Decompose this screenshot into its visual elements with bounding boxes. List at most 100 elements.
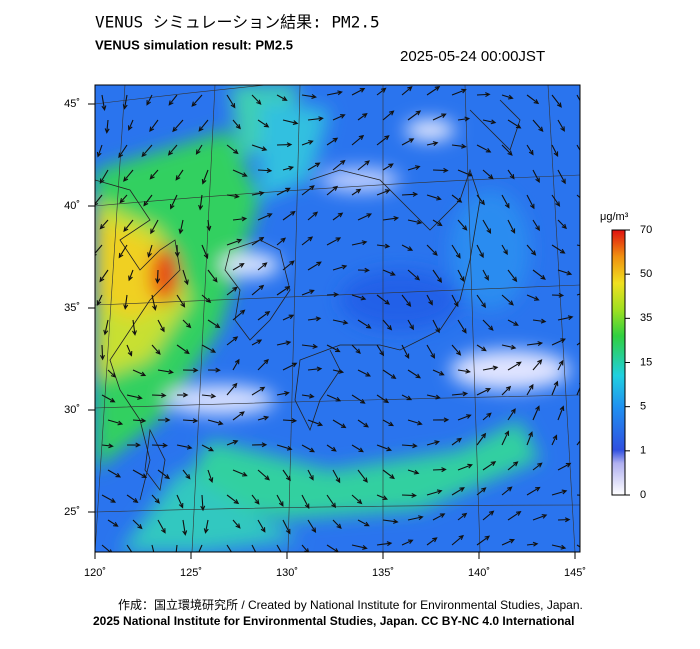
wind-arrow xyxy=(151,442,168,448)
wind-arrow xyxy=(401,191,419,197)
wind-arrow xyxy=(301,444,316,453)
wind-arrow xyxy=(376,294,390,305)
wind-arrow xyxy=(351,294,367,301)
wind-arrow xyxy=(576,544,580,548)
wind-arrow xyxy=(307,162,321,171)
wind-arrow xyxy=(457,512,468,521)
lat-label: 45˚ xyxy=(64,98,80,110)
wind-arrow xyxy=(101,443,114,449)
wind-arrow xyxy=(357,267,370,273)
wind-arrow xyxy=(178,219,184,235)
wind-arrow xyxy=(357,519,370,527)
wind-arrow xyxy=(583,520,595,524)
wind-arrow xyxy=(195,144,203,155)
wind-arrow xyxy=(476,144,492,153)
colorbar-unit: μg/m³ xyxy=(600,211,629,223)
wind-arrow xyxy=(532,405,540,421)
wind-arrow xyxy=(182,367,199,373)
wind-arrow xyxy=(151,392,167,398)
wind-arrow xyxy=(326,292,340,298)
wind-arrow xyxy=(301,494,310,510)
wind-arrow xyxy=(198,119,209,132)
wind-arrow xyxy=(101,544,113,552)
wind-arrow xyxy=(196,544,203,552)
wind-arrow xyxy=(176,444,193,450)
wind-arrow xyxy=(151,494,160,504)
wind-arrow xyxy=(551,338,566,346)
wind-arrow xyxy=(476,92,491,98)
map xyxy=(95,85,596,552)
wind-arrow xyxy=(107,419,124,426)
wind-arrow xyxy=(482,461,497,471)
wind-arrow xyxy=(251,284,265,296)
lat-labels: 45˚ 40˚ 35˚ 30˚ 25˚ xyxy=(64,98,95,518)
wind-arrow xyxy=(557,219,567,230)
wind-arrow xyxy=(457,414,472,421)
wind-arrow xyxy=(201,169,209,185)
wind-arrow xyxy=(576,144,580,152)
wind-arrow xyxy=(307,366,323,372)
wind-arrow xyxy=(251,236,265,246)
wind-arrow xyxy=(583,268,594,272)
wind-arrow xyxy=(101,394,116,403)
wind-arrow xyxy=(426,344,436,359)
wind-arrow xyxy=(99,169,109,184)
wind-arrow xyxy=(382,269,396,276)
wind-arrow xyxy=(451,294,459,308)
wind-arrow xyxy=(257,415,270,421)
wind-arrow xyxy=(282,519,291,535)
wind-arrow xyxy=(251,494,260,505)
wind-arrow xyxy=(257,310,271,321)
wind-arrow xyxy=(175,544,178,552)
wind-arrow xyxy=(532,219,540,232)
wind-arrow xyxy=(583,220,596,227)
wind-arrow xyxy=(232,309,246,321)
wind-arrow xyxy=(157,319,165,333)
wind-arrow xyxy=(407,469,420,475)
wind-arrow xyxy=(104,119,110,134)
lat-label: 30˚ xyxy=(64,404,80,416)
wind-arrow xyxy=(526,244,537,256)
wind-arrow xyxy=(551,434,558,446)
wind-arrow xyxy=(282,165,295,171)
colorbar-tick-label: 50 xyxy=(640,268,652,280)
wind-arrow xyxy=(301,140,314,146)
wind-arrow xyxy=(101,494,117,503)
wind-arrow xyxy=(357,213,373,221)
wind-arrow xyxy=(476,294,487,309)
wind-arrow xyxy=(96,144,103,158)
wind-arrow xyxy=(526,94,540,105)
wind-arrow xyxy=(141,144,153,158)
wind-arrow xyxy=(451,391,469,397)
wind-arrow xyxy=(551,544,567,550)
wind-arrow xyxy=(232,169,248,177)
wind-arrow xyxy=(476,432,487,446)
wind-arrow xyxy=(132,469,148,479)
wind-arrow xyxy=(557,359,564,371)
wind-arrow xyxy=(526,144,534,156)
wind-arrow xyxy=(207,319,221,329)
wind-arrow xyxy=(126,394,143,400)
wind-arrow xyxy=(251,144,268,151)
wind-arrow xyxy=(257,168,273,174)
wind-arrow xyxy=(118,144,128,159)
wind-arrow xyxy=(426,489,443,496)
wind-arrow xyxy=(551,244,566,254)
wind-arrow xyxy=(426,194,442,201)
wind-arrow xyxy=(167,144,178,156)
wind-arrow xyxy=(482,119,497,125)
wind-arrow xyxy=(432,167,449,173)
wind-arrow xyxy=(332,368,345,374)
wind-arrow xyxy=(126,544,133,552)
wind-arrow xyxy=(149,119,159,133)
title: VENUS シミュレーション結果: PM2.5 xyxy=(95,13,380,32)
wind-arrow xyxy=(201,393,217,399)
wind-arrow xyxy=(203,519,209,534)
wind-arrow xyxy=(407,419,423,426)
wind-arrow xyxy=(182,418,199,424)
wind-arrow xyxy=(123,294,129,310)
wind-arrow xyxy=(457,463,473,471)
wind-arrow xyxy=(176,392,189,398)
wind-arrow xyxy=(251,386,266,396)
wind-arrow xyxy=(132,418,147,424)
